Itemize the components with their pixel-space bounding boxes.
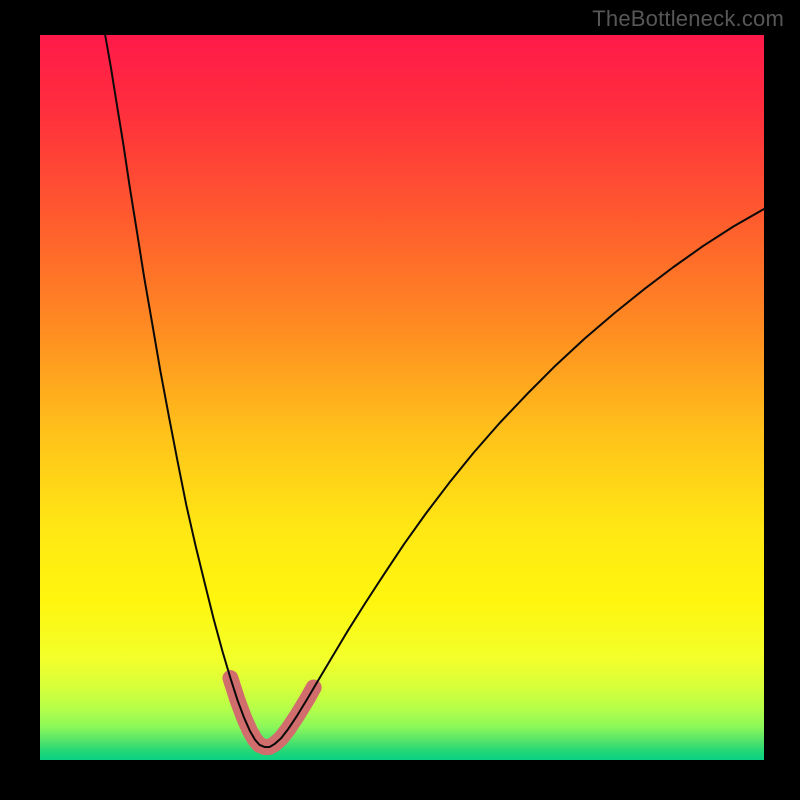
watermark-text: TheBottleneck.com — [592, 6, 784, 32]
chart-canvas: TheBottleneck.com — [0, 0, 800, 800]
plot-background — [40, 35, 764, 760]
bottleneck-curve-chart — [0, 0, 800, 800]
